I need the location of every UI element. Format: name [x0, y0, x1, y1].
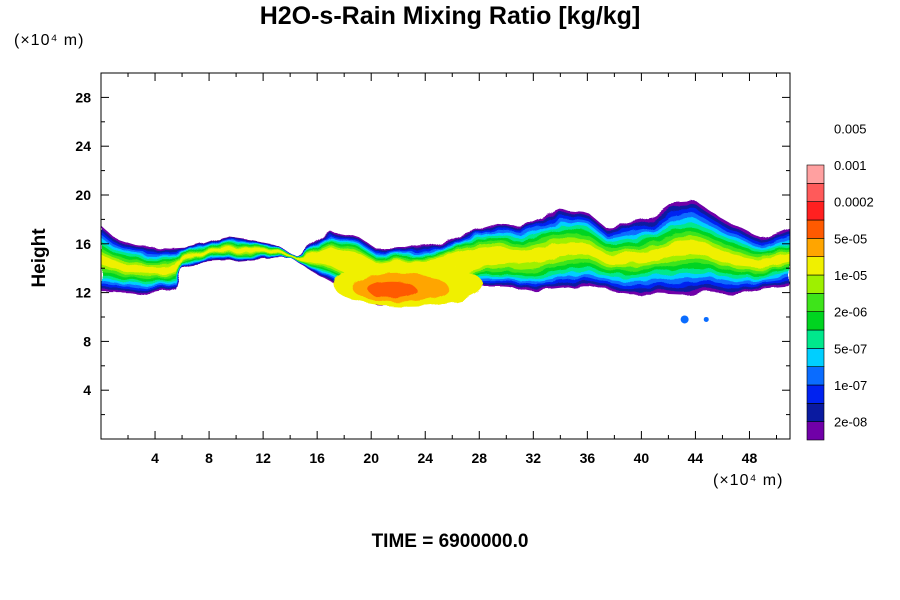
- colorbar-label: 1e-07: [834, 378, 867, 393]
- colorbar-swatch: [806, 366, 825, 386]
- colorbar-swatch: [806, 293, 825, 312]
- y-tick-label: 4: [83, 382, 91, 398]
- colorbar-label: 5e-07: [834, 341, 867, 356]
- y-tick-label: 20: [75, 187, 91, 203]
- y-axis-unit-label: (×10⁴ m): [14, 32, 85, 49]
- mixing-ratio-field: [101, 201, 790, 324]
- colorbar-swatch: [806, 256, 825, 276]
- y-tick-label: 12: [75, 285, 91, 301]
- plot-frame: [100, 72, 791, 440]
- x-tick-label: 44: [688, 450, 704, 466]
- y-tick-label: 8: [83, 333, 91, 349]
- x-axis-unit-label: (×10⁴ m): [713, 472, 784, 489]
- x-tick-label: 48: [742, 450, 758, 466]
- colorbar-swatch: [806, 238, 825, 257]
- colorbar-label: 0.005: [834, 121, 867, 136]
- colorbar-swatch: [806, 274, 825, 294]
- x-tick-label: 4: [151, 450, 159, 466]
- x-tick-label: 36: [580, 450, 596, 466]
- x-tick-label: 16: [309, 450, 325, 466]
- colorbar-swatch: [806, 329, 825, 349]
- x-tick-label: 32: [526, 450, 542, 466]
- colorbar-label: 2e-08: [834, 415, 867, 430]
- core-band-red: [368, 281, 417, 298]
- y-tick-label: 28: [75, 89, 91, 105]
- colorbar-swatch: [806, 183, 825, 202]
- colorbar-label: 0.0002: [834, 195, 874, 210]
- colorbar-swatch: [806, 201, 825, 221]
- x-tick-label: 24: [417, 450, 433, 466]
- colorbar-label: 0.001: [834, 158, 867, 173]
- colorbar: 2e-08 1e-07 5e-07 2e-06 1e-05 5e-05 0.0002 0.00…: [806, 121, 874, 441]
- colorbar-label: 5e-05: [834, 231, 867, 246]
- colorbar-swatch: [806, 164, 825, 184]
- colorbar-label: 2e-06: [834, 305, 867, 320]
- isolated-cell: [680, 315, 689, 324]
- x-tick-label: 8: [205, 450, 213, 466]
- y-tick-label: 16: [75, 236, 91, 252]
- colorbar-swatch: [806, 348, 825, 367]
- colorbar-swatch: [806, 403, 825, 422]
- colorbar-swatch: [806, 219, 825, 239]
- colorbar-swatch: [806, 311, 825, 331]
- y-tick-label: 24: [75, 138, 91, 154]
- isolated-cell: [703, 316, 709, 322]
- colorbar-label: 1e-05: [834, 268, 867, 283]
- chart-title: H2O-s-Rain Mixing Ratio [kg/kg]: [259, 2, 641, 30]
- x-tick-label: 40: [634, 450, 650, 466]
- colorbar-swatch: [806, 421, 825, 441]
- x-tick-label: 28: [471, 450, 487, 466]
- x-tick-label: 12: [255, 450, 271, 466]
- time-label: TIME = 6900000.0: [371, 531, 529, 552]
- x-tick-label: 20: [363, 450, 379, 466]
- colorbar-swatch: [806, 384, 825, 404]
